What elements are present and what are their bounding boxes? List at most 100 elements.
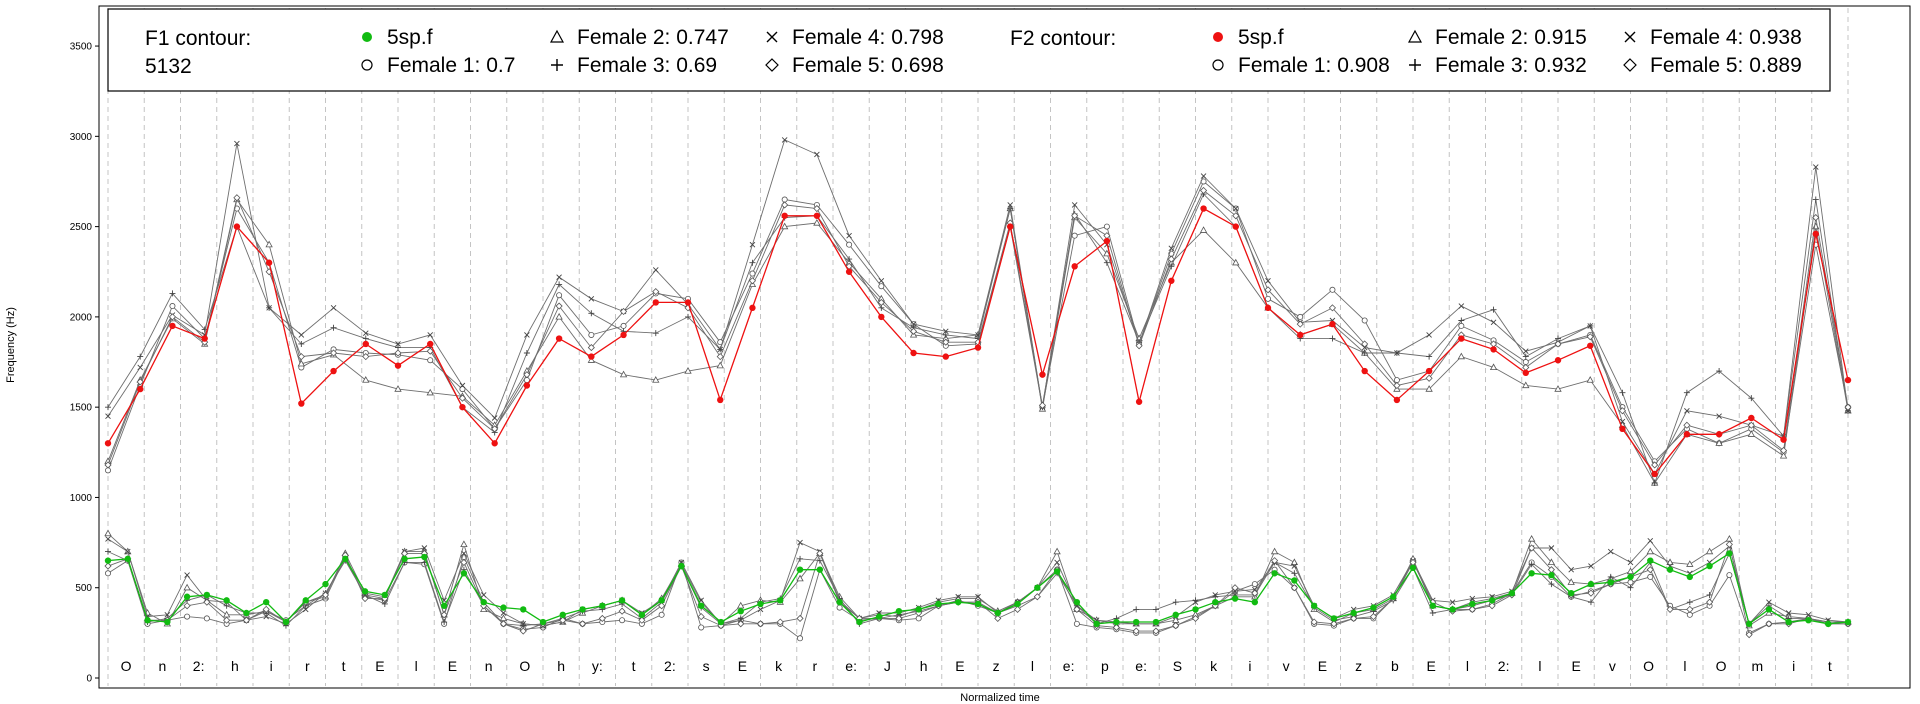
data-point <box>1548 581 1555 588</box>
data-point <box>1716 368 1723 375</box>
data-point <box>749 241 756 248</box>
data-point <box>1449 606 1456 613</box>
data-point <box>203 591 211 599</box>
data-point <box>381 591 389 599</box>
data-point <box>461 550 467 557</box>
data-point <box>223 616 231 624</box>
segment-label: z <box>1355 658 1362 674</box>
data-point <box>814 151 820 158</box>
data-point <box>618 597 626 604</box>
data-point <box>620 322 627 329</box>
y-axis: 0 500 1000 1500 2000 2500 3000 3500 <box>70 42 99 685</box>
data-point <box>781 137 788 143</box>
segment-label: r <box>305 658 310 674</box>
data-point <box>1168 263 1175 270</box>
segment-label: k <box>1210 658 1218 674</box>
legend-entry: Female 3: 0.69 <box>551 54 717 77</box>
data-point <box>201 335 208 342</box>
data-point <box>361 594 369 603</box>
data-point <box>427 332 434 338</box>
data-point <box>124 548 131 555</box>
data-point <box>1264 304 1272 312</box>
data-point <box>1586 333 1594 341</box>
data-point <box>427 357 434 364</box>
data-point <box>658 597 665 604</box>
data-point <box>1330 615 1338 622</box>
data-point <box>322 580 329 588</box>
data-point <box>441 619 448 626</box>
data-point <box>1200 173 1207 179</box>
legend-label: 5sp.f <box>387 26 433 49</box>
data-point <box>1425 374 1433 382</box>
data-point <box>1666 605 1674 613</box>
data-point <box>459 386 466 393</box>
data-point <box>1200 205 1207 212</box>
data-point <box>1458 317 1465 324</box>
data-point <box>1192 599 1199 605</box>
data-point <box>856 618 863 626</box>
data-point <box>1232 223 1239 230</box>
data-point <box>1618 407 1627 415</box>
data-point <box>915 606 922 613</box>
data-point <box>105 404 111 411</box>
data-point <box>1468 605 1476 613</box>
legend-marker <box>765 58 779 72</box>
data-point <box>1706 562 1713 570</box>
y-tick-label: 1500 <box>70 403 93 414</box>
data-point <box>1270 547 1279 555</box>
segment-label: v <box>1283 658 1290 674</box>
data-point <box>1071 263 1078 270</box>
data-point <box>1132 627 1140 635</box>
data-point <box>265 259 273 266</box>
data-point <box>556 292 563 299</box>
data-point <box>559 616 567 624</box>
data-point <box>1231 595 1239 602</box>
data-point <box>652 299 659 306</box>
data-point <box>329 349 338 357</box>
segment-label: z <box>993 658 1000 674</box>
data-point <box>1651 470 1658 478</box>
data-point <box>184 572 190 578</box>
data-point <box>297 359 306 367</box>
data-point <box>262 605 270 613</box>
data-point <box>796 574 804 582</box>
segment-label: t <box>632 658 636 674</box>
data-point <box>460 558 468 567</box>
data-point <box>104 529 112 537</box>
data-point <box>1152 606 1159 613</box>
data-point <box>652 376 660 383</box>
segment-label: l <box>1683 658 1686 674</box>
data-point <box>942 338 950 346</box>
data-point <box>781 201 789 209</box>
data-point <box>587 344 595 352</box>
data-point <box>1458 322 1465 329</box>
data-point <box>491 415 498 421</box>
legend-label: Female 1: 0.7 <box>387 54 515 77</box>
segment-label: y: <box>592 658 603 674</box>
data-point <box>1112 623 1120 632</box>
data-point <box>737 617 744 624</box>
data-point <box>1394 350 1400 356</box>
legend-entry: 5sp.f <box>1213 26 1284 49</box>
data-point <box>797 555 804 562</box>
data-point <box>1547 558 1556 566</box>
data-point <box>137 353 144 360</box>
data-point <box>737 601 745 609</box>
segment-label: E <box>1571 658 1580 674</box>
data-point <box>144 617 151 624</box>
data-point <box>1812 230 1819 238</box>
data-point <box>1113 618 1120 626</box>
data-point <box>1458 303 1465 309</box>
data-point <box>619 370 628 378</box>
data-point <box>263 613 270 620</box>
data-point <box>395 341 401 347</box>
data-point <box>1071 232 1078 239</box>
data-point <box>164 611 171 618</box>
segment-label: h <box>557 658 565 674</box>
data-point <box>1135 342 1143 350</box>
data-point <box>1457 352 1466 360</box>
y-tick-label: 0 <box>86 674 92 685</box>
legend-marker <box>551 59 563 71</box>
data-point <box>757 600 764 608</box>
data-point <box>1522 359 1529 366</box>
